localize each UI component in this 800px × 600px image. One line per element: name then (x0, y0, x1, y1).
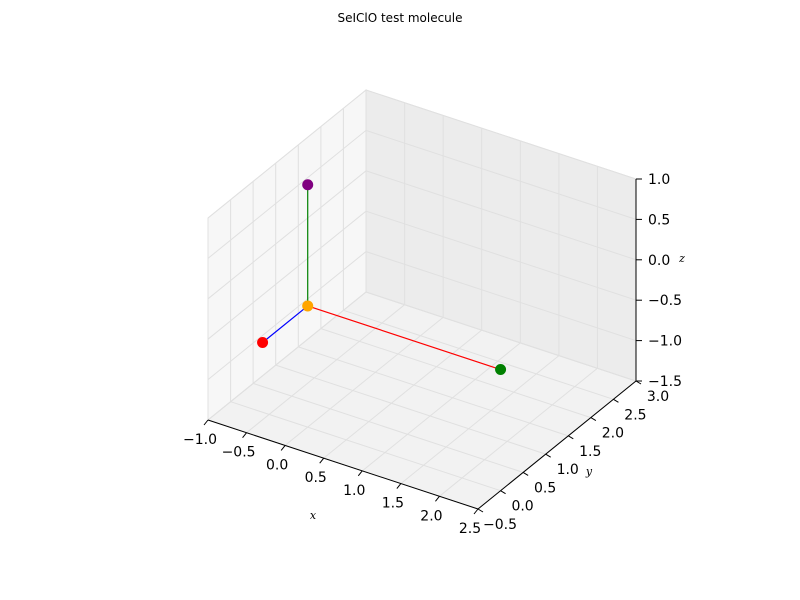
z-axis-label: z (678, 252, 685, 265)
x-tick (396, 483, 402, 489)
bond-lines (262, 184, 501, 371)
atom-point (257, 337, 269, 349)
y-axis-line (477, 380, 637, 510)
axis-lines (207, 179, 637, 510)
x-axis-line (207, 419, 479, 510)
y-tick-label: −0.5 (483, 517, 517, 533)
atom-point (495, 364, 507, 376)
x-tick (203, 419, 209, 426)
z-tick-label: −1.0 (648, 334, 682, 350)
y-axis-label: y (585, 465, 593, 478)
y-tick-label: 2.0 (602, 426, 624, 442)
y-tick (477, 508, 484, 513)
z-tick-label: 0.0 (648, 253, 670, 269)
z-grid-line (207, 210, 637, 340)
y-tick-label: 0.5 (534, 480, 556, 496)
z-tick-label: 1.0 (648, 172, 670, 188)
y-tick-label: 2.5 (624, 407, 646, 423)
x-tick-label: 0.0 (266, 457, 288, 473)
z-grid-line (207, 291, 637, 421)
y-tick (590, 417, 597, 422)
axis-ticks: −1.0−0.50.00.51.01.52.02.5 −0.50.00.51.01… (183, 172, 682, 537)
x-tick-label: 0.5 (305, 470, 327, 486)
y-tick-label: 1.5 (579, 444, 601, 460)
x-tick (280, 445, 286, 451)
x-tick-label: 1.5 (382, 496, 404, 512)
x-tick (319, 457, 325, 464)
x-tick-label: 2.5 (459, 521, 481, 537)
z-grid-line (207, 129, 637, 259)
y-tick (500, 490, 506, 495)
x-tick (473, 508, 479, 515)
y-tick (522, 471, 529, 476)
x-tick (242, 432, 247, 439)
x-axis-label: x (310, 509, 317, 522)
chart-title: SeIClO test molecule (337, 11, 462, 25)
axis-panes (206, 88, 638, 510)
x-tick (357, 470, 363, 477)
atom-point (302, 179, 314, 191)
x-tick (435, 495, 440, 502)
bond-line (262, 305, 309, 343)
y-tick (613, 398, 619, 403)
y-tick (568, 435, 574, 440)
z-grid-line (207, 170, 637, 300)
y-tick-label: 1.0 (557, 462, 579, 478)
z-grid-line (207, 89, 637, 219)
x-tick-label: −0.5 (222, 445, 256, 461)
z-tick-label: −0.5 (648, 293, 682, 309)
grid-lines (207, 89, 637, 510)
bond-line (307, 305, 501, 371)
atom-point (302, 300, 314, 312)
z-grid-line (207, 251, 637, 380)
y-tick-label: 3.0 (647, 389, 669, 405)
y-tick (545, 453, 551, 458)
y-tick-label: 0.0 (511, 499, 533, 515)
x-tick-label: −1.0 (183, 432, 217, 448)
x-tick-label: 2.0 (420, 508, 442, 524)
z-tick-label: 0.5 (648, 212, 670, 228)
x-tick-label: 1.0 (343, 483, 365, 499)
atom-markers (257, 179, 507, 376)
z-tick-label: −1.5 (648, 374, 682, 390)
